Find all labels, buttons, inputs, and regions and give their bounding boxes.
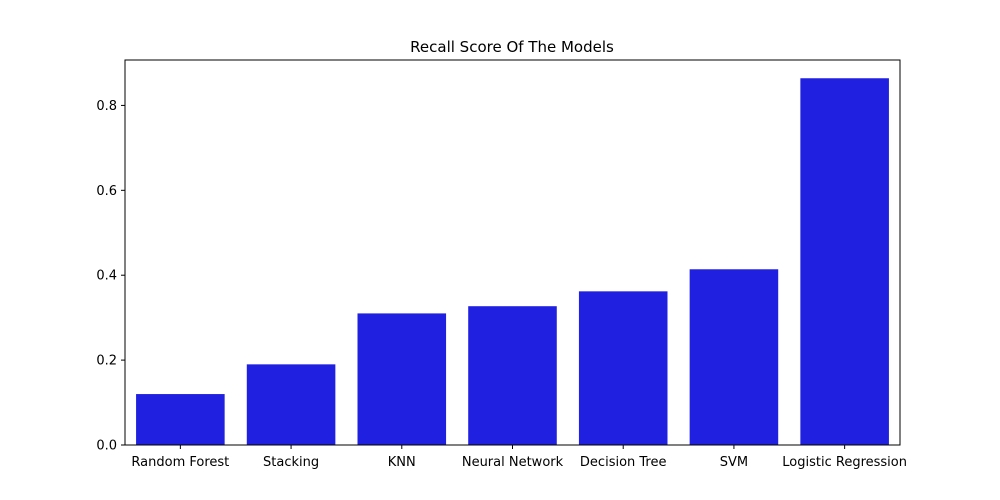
plot-frame (124, 59, 901, 446)
x-tick-label: Logistic Regression (782, 455, 907, 470)
x-tick-label: Random Forest (131, 455, 229, 470)
x-tick-label: KNN (388, 455, 416, 470)
bar-random-forest (136, 394, 225, 445)
y-tick-label: 0.0 (96, 439, 117, 454)
x-tick-label: Neural Network (462, 455, 564, 470)
chart-title: Recall Score Of The Models (410, 38, 614, 56)
y-tick-label: 0.4 (96, 269, 117, 284)
x-tick-label: Stacking (263, 455, 319, 470)
bar-knn (357, 313, 447, 445)
y-tick-label: 0.2 (96, 354, 117, 369)
y-tick-label: 0.6 (96, 184, 117, 199)
bars-layer (136, 78, 889, 445)
bar-svm (689, 269, 779, 445)
bar-stacking (246, 364, 336, 445)
bar-decision-tree (578, 291, 668, 445)
y-tick-label: 0.8 (96, 99, 117, 114)
x-tick-label: Decision Tree (580, 455, 667, 470)
x-tick-label: SVM (720, 455, 748, 470)
bar-neural-network (468, 306, 557, 445)
bar-logistic-regression (800, 78, 889, 445)
x-axis: Random Forest Stacking KNN Neural Network De… (131, 445, 907, 470)
y-axis: 0.0 0.2 0.4 0.6 0.8 (96, 99, 125, 454)
